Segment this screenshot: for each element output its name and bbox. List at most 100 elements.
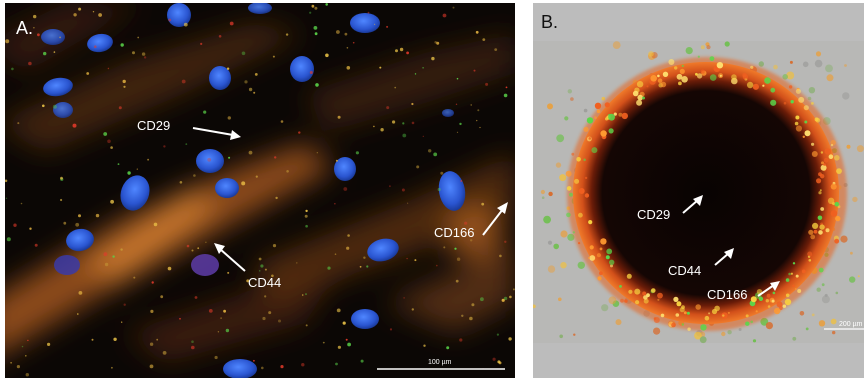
- brightfield-cell: [846, 144, 851, 149]
- speckle: [127, 171, 131, 175]
- rim-marker: [673, 296, 679, 302]
- rim-marker: [755, 310, 758, 313]
- brightfield-cell: [533, 304, 536, 309]
- speckle: [253, 359, 255, 362]
- speckle: [347, 234, 350, 237]
- speckle: [272, 244, 277, 248]
- rim-marker: [628, 289, 633, 294]
- speckle: [60, 176, 63, 180]
- rim-marker: [681, 76, 688, 83]
- speckle: [42, 104, 45, 108]
- speckle: [13, 223, 17, 227]
- speckle: [86, 72, 90, 75]
- speckle: [469, 316, 473, 321]
- brightfield-cell: [560, 262, 567, 269]
- speckle: [75, 222, 80, 227]
- brightfield-cell: [612, 41, 621, 49]
- speckle: [501, 298, 505, 302]
- rim-marker: [828, 154, 834, 159]
- speckle: [460, 180, 463, 182]
- speckle: [253, 91, 256, 94]
- speckle: [416, 165, 420, 169]
- rim-marker: [608, 128, 614, 134]
- speckle: [373, 125, 375, 128]
- speckle: [479, 126, 481, 129]
- speckle: [335, 159, 338, 162]
- rim-marker: [722, 314, 725, 317]
- speckle: [149, 364, 154, 369]
- rim-marker: [605, 255, 610, 260]
- cd44-label-b: CD44: [668, 263, 702, 278]
- brightfield-cell: [852, 196, 858, 203]
- rim-marker: [803, 105, 809, 111]
- speckle: [163, 145, 166, 148]
- speckle: [509, 295, 512, 299]
- speckle: [113, 337, 117, 341]
- speckle: [298, 131, 301, 134]
- rim-marker: [766, 293, 771, 298]
- brightfield-cell: [821, 283, 825, 287]
- brightfield-cell: [807, 96, 812, 101]
- speckle: [456, 131, 459, 133]
- rim-marker: [820, 151, 824, 154]
- speckle: [366, 265, 369, 268]
- rim-marker: [830, 143, 834, 147]
- rim-marker: [619, 285, 622, 288]
- speckle: [367, 11, 370, 14]
- speckle: [402, 122, 405, 125]
- brightfield-cell: [857, 275, 860, 278]
- speckle: [411, 102, 414, 106]
- speckle: [33, 14, 37, 19]
- speckle: [296, 262, 298, 264]
- speckle: [309, 11, 312, 14]
- scale-bar-label: 100 µm: [428, 359, 452, 366]
- speckle: [72, 123, 77, 128]
- rim-marker: [746, 81, 754, 89]
- speckle: [16, 365, 20, 369]
- rim-marker: [813, 229, 818, 234]
- rim-marker: [642, 96, 645, 100]
- rim-marker: [716, 62, 724, 69]
- speckle: [346, 246, 350, 250]
- brightfield-cell: [567, 89, 572, 94]
- spheroid-rim-markers: [565, 55, 842, 331]
- brightfield-cell: [850, 251, 853, 255]
- speckle: [208, 309, 213, 313]
- rim-marker: [599, 247, 603, 251]
- cd166-arrow: [482, 202, 508, 236]
- speckle: [37, 33, 40, 37]
- panel-a-fluorescence-image: A. CD29 CD44 CD166 100 µm: [5, 3, 515, 378]
- brightfield-cell: [792, 336, 797, 341]
- cd166-arrow-b: [757, 281, 780, 297]
- rim-marker: [727, 311, 730, 314]
- rim-marker: [681, 64, 684, 67]
- speckle: [512, 288, 515, 291]
- brightfield-cell: [849, 276, 856, 283]
- rim-marker: [804, 130, 811, 137]
- speckle: [334, 253, 337, 255]
- speckle: [133, 276, 136, 279]
- speckle: [379, 66, 382, 69]
- speckle: [503, 93, 508, 98]
- rim-marker: [591, 147, 598, 154]
- speckle: [262, 316, 266, 321]
- brightfield-cell: [699, 336, 707, 344]
- speckle: [334, 203, 336, 205]
- brightfield-cell: [583, 108, 588, 113]
- speckle: [342, 321, 346, 325]
- rim-marker: [660, 81, 667, 88]
- speckle: [203, 110, 207, 114]
- brightfield-cell: [700, 45, 705, 50]
- speckle: [248, 87, 253, 92]
- speckle: [104, 262, 109, 267]
- speckle: [278, 319, 281, 323]
- speckle: [149, 342, 154, 346]
- rim-marker: [589, 255, 596, 261]
- rim-marker: [811, 142, 815, 146]
- rim-marker: [790, 272, 793, 275]
- brightfield-cell: [558, 297, 562, 302]
- brightfield-cell: [556, 134, 565, 143]
- speckle: [103, 132, 108, 136]
- speckle: [205, 241, 207, 243]
- speckle: [168, 18, 172, 22]
